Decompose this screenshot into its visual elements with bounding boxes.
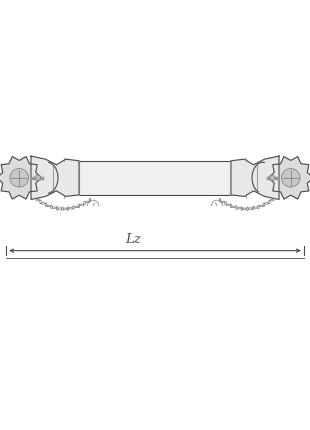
Polygon shape: [31, 156, 79, 200]
Polygon shape: [0, 157, 42, 199]
Polygon shape: [268, 157, 310, 199]
Circle shape: [281, 169, 300, 187]
Text: Lz: Lz: [126, 233, 141, 246]
Circle shape: [35, 175, 41, 181]
FancyBboxPatch shape: [79, 161, 231, 195]
Circle shape: [269, 175, 275, 181]
Circle shape: [10, 169, 29, 187]
Polygon shape: [231, 156, 279, 200]
